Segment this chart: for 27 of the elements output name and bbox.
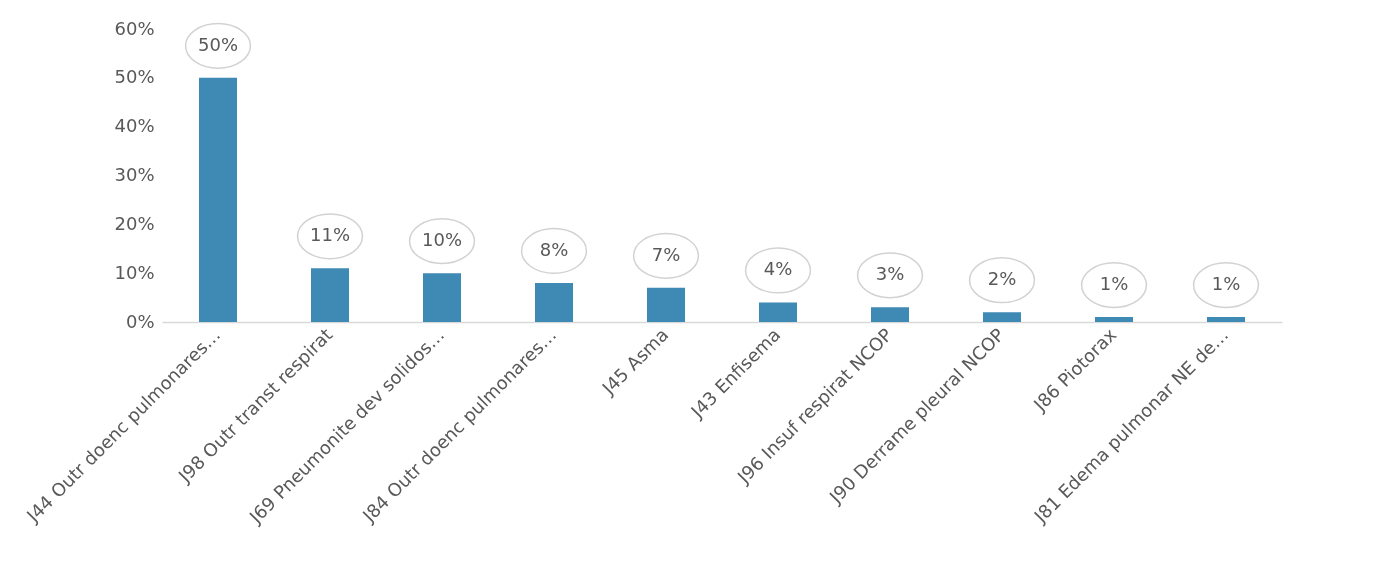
y-tick-label: 40% — [114, 115, 155, 137]
data-label: 7% — [651, 243, 681, 265]
y-tick-label: 30% — [114, 164, 155, 185]
bar — [983, 312, 1021, 322]
data-label: 1% — [1211, 273, 1241, 295]
data-label: 8% — [539, 238, 569, 260]
data-label: 10% — [421, 229, 463, 251]
bar — [311, 268, 349, 322]
bar — [535, 282, 573, 322]
data-label: 2% — [987, 268, 1017, 290]
y-tick-label: 20% — [114, 212, 155, 234]
data-label: 50% — [197, 33, 239, 55]
data-label: 3% — [875, 263, 905, 285]
bar — [871, 307, 909, 322]
data-label: 11% — [309, 224, 351, 246]
bar — [199, 77, 237, 322]
bar — [1207, 317, 1245, 322]
data-label: 4% — [763, 258, 793, 280]
bar — [759, 302, 797, 322]
y-tick-label: 0% — [125, 310, 155, 332]
y-tick-label: 60% — [114, 17, 155, 39]
bar — [647, 287, 685, 322]
data-label: 1% — [1099, 273, 1129, 295]
y-tick-label: 50% — [114, 66, 155, 88]
bar — [1095, 317, 1133, 322]
y-tick-label: 10% — [114, 261, 155, 283]
bar — [423, 273, 461, 322]
